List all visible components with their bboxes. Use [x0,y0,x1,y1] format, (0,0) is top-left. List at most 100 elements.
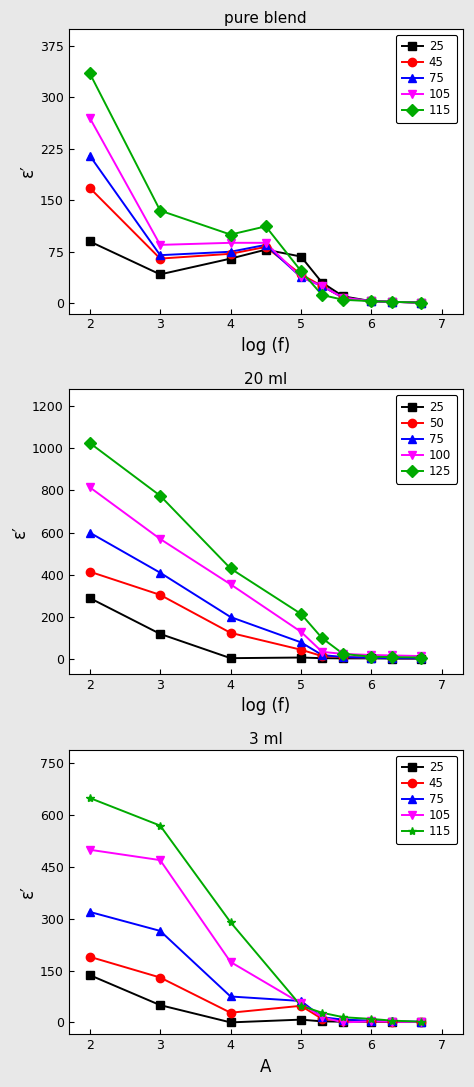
75 [157,566,163,579]
25 [87,969,92,982]
45 [319,279,325,292]
75 [87,905,92,919]
75 [157,249,163,262]
75 [390,296,395,309]
125 [390,651,395,664]
50 [319,650,325,663]
115 [157,820,163,833]
25 [368,295,374,308]
Y-axis label: ε′: ε′ [19,886,37,899]
Line: 75: 75 [86,151,425,307]
Line: 75: 75 [86,908,425,1026]
Legend: 25, 45, 75, 105, 115: 25, 45, 75, 105, 115 [396,755,457,845]
25 [157,267,163,280]
115 [263,220,269,233]
100 [228,578,233,591]
Legend: 25, 45, 75, 105, 115: 25, 45, 75, 105, 115 [396,35,457,123]
105 [340,1016,346,1029]
45 [319,1012,325,1025]
75 [340,291,346,304]
Line: 125: 125 [86,439,425,662]
Title: 3 ml: 3 ml [249,732,283,747]
45 [157,252,163,265]
25 [298,651,304,664]
100 [87,480,92,493]
50 [368,651,374,664]
105 [298,997,304,1010]
75 [87,149,92,162]
50 [390,651,395,664]
25 [418,1015,423,1028]
115 [228,915,233,928]
25 [418,652,423,665]
125 [87,436,92,449]
45 [87,182,92,195]
100 [340,648,346,661]
Line: 50: 50 [86,567,425,663]
105 [263,236,269,249]
25 [228,252,233,265]
25 [319,651,325,664]
75 [368,651,374,664]
X-axis label: A: A [260,1058,272,1076]
105 [157,853,163,866]
115 [319,288,325,301]
Line: 45: 45 [86,184,425,307]
105 [418,1015,423,1028]
75 [319,279,325,292]
75 [298,636,304,649]
75 [368,1014,374,1027]
45 [298,999,304,1012]
25 [340,652,346,665]
Line: 105: 105 [86,114,425,307]
Y-axis label: ε′: ε′ [11,525,29,538]
X-axis label: log (f): log (f) [241,337,291,355]
75 [418,296,423,309]
105 [319,1011,325,1024]
100 [418,650,423,663]
45 [157,971,163,984]
75 [228,990,233,1003]
105 [368,1015,374,1028]
115 [368,1012,374,1025]
50 [87,565,92,578]
25 [390,296,395,309]
45 [298,267,304,280]
45 [340,1014,346,1027]
105 [390,296,395,309]
45 [418,296,423,309]
25 [319,1015,325,1028]
50 [228,626,233,639]
115 [418,1015,423,1028]
Line: 45: 45 [86,952,425,1026]
115 [368,295,374,308]
105 [87,111,92,124]
125 [319,632,325,645]
100 [368,649,374,662]
25 [390,1015,395,1028]
Line: 25: 25 [86,971,425,1026]
50 [298,644,304,657]
115 [87,66,92,79]
45 [390,296,395,309]
125 [418,651,423,664]
75 [368,295,374,308]
125 [368,650,374,663]
25 [368,652,374,665]
25 [390,652,395,665]
45 [368,295,374,308]
115 [157,204,163,217]
105 [390,1015,395,1028]
Line: 25: 25 [86,594,425,663]
75 [228,611,233,624]
25 [157,627,163,640]
25 [228,651,233,664]
75 [319,1011,325,1024]
115 [87,791,92,804]
Legend: 25, 50, 75, 100, 125: 25, 50, 75, 100, 125 [396,395,457,484]
45 [228,247,233,260]
45 [418,1015,423,1028]
115 [298,999,304,1012]
125 [340,648,346,661]
45 [368,1015,374,1028]
